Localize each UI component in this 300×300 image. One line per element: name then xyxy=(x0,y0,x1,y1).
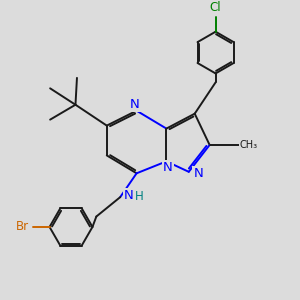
Text: N: N xyxy=(163,161,173,174)
Text: H: H xyxy=(135,190,144,203)
Text: Br: Br xyxy=(16,220,29,233)
Text: N: N xyxy=(194,167,203,180)
Text: N: N xyxy=(124,189,134,202)
Text: N: N xyxy=(130,98,140,111)
Text: Cl: Cl xyxy=(210,1,221,14)
Text: CH₃: CH₃ xyxy=(239,140,257,150)
